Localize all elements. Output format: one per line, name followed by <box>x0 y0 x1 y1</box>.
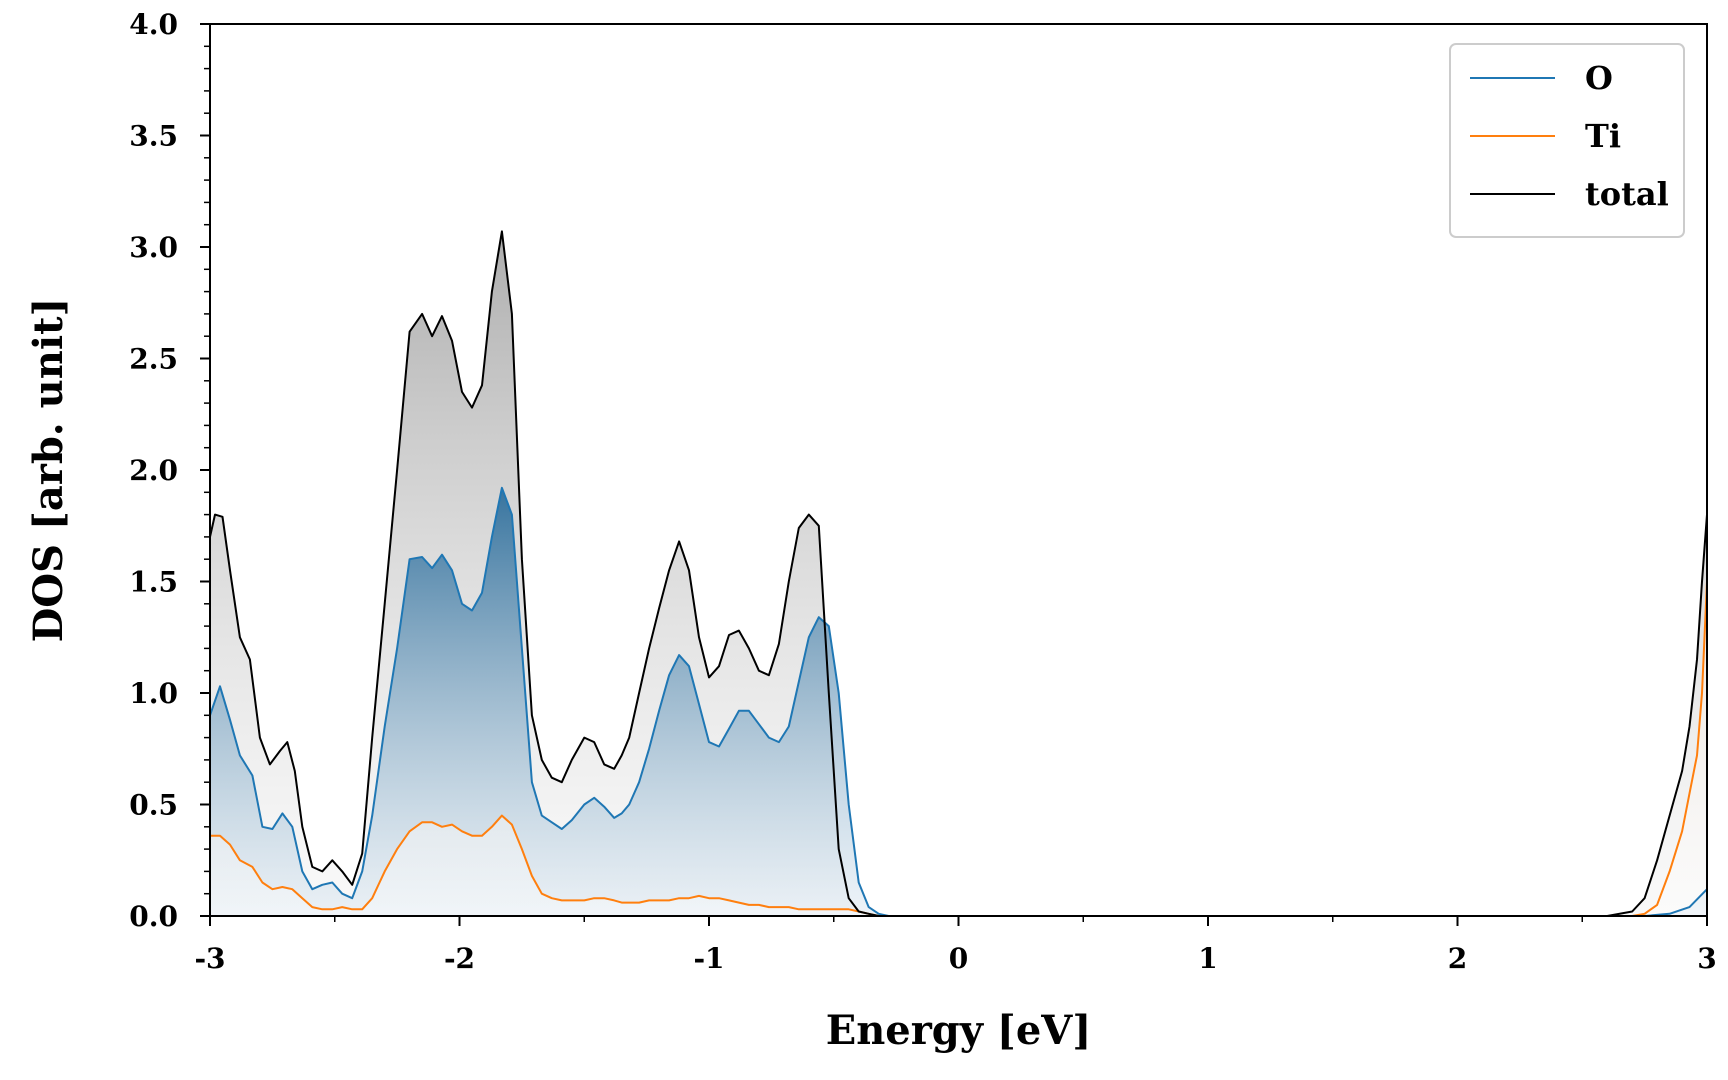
line-O <box>209 486 1708 917</box>
y-axis-title: DOS [arb. unit] <box>25 298 72 643</box>
y-tick-label: 1.5 <box>129 566 178 599</box>
x-tick-label: -1 <box>693 942 724 975</box>
x-tick-label: 3 <box>1697 942 1716 975</box>
area-O <box>210 487 1707 916</box>
y-tick-label: 0.5 <box>129 789 178 822</box>
x-axis: -3 -2 -1 0 1 2 3 <box>194 916 1717 975</box>
y-tick-label: 3.0 <box>129 231 178 264</box>
y-tick-label: 2.5 <box>129 343 178 376</box>
y-tick-label: 0.0 <box>129 900 178 933</box>
legend: O Ti total <box>1449 43 1685 238</box>
y-axis: 0.0 0.5 1.0 1.5 2.0 2.5 3.0 3.5 4.0 <box>129 8 210 933</box>
area-fills <box>210 231 1707 916</box>
legend-label-total: total <box>1585 175 1669 213</box>
x-axis-title: Energy [eV] <box>826 1007 1092 1054</box>
x-tick-label: 2 <box>1448 942 1467 975</box>
x-tick-label: -2 <box>444 942 475 975</box>
legend-label-O: O <box>1585 59 1613 97</box>
legend-label-Ti: Ti <box>1585 117 1621 155</box>
y-tick-label: 1.0 <box>129 677 178 710</box>
x-tick-label: 0 <box>949 942 968 975</box>
area-total <box>210 231 1707 916</box>
legend-box <box>1449 43 1685 238</box>
x-tick-label: 1 <box>1198 942 1217 975</box>
y-tick-label: 2.0 <box>129 454 178 487</box>
y-tick-label: 4.0 <box>129 8 178 41</box>
x-tick-label: -3 <box>194 942 225 975</box>
y-tick-label: 3.5 <box>129 120 178 153</box>
